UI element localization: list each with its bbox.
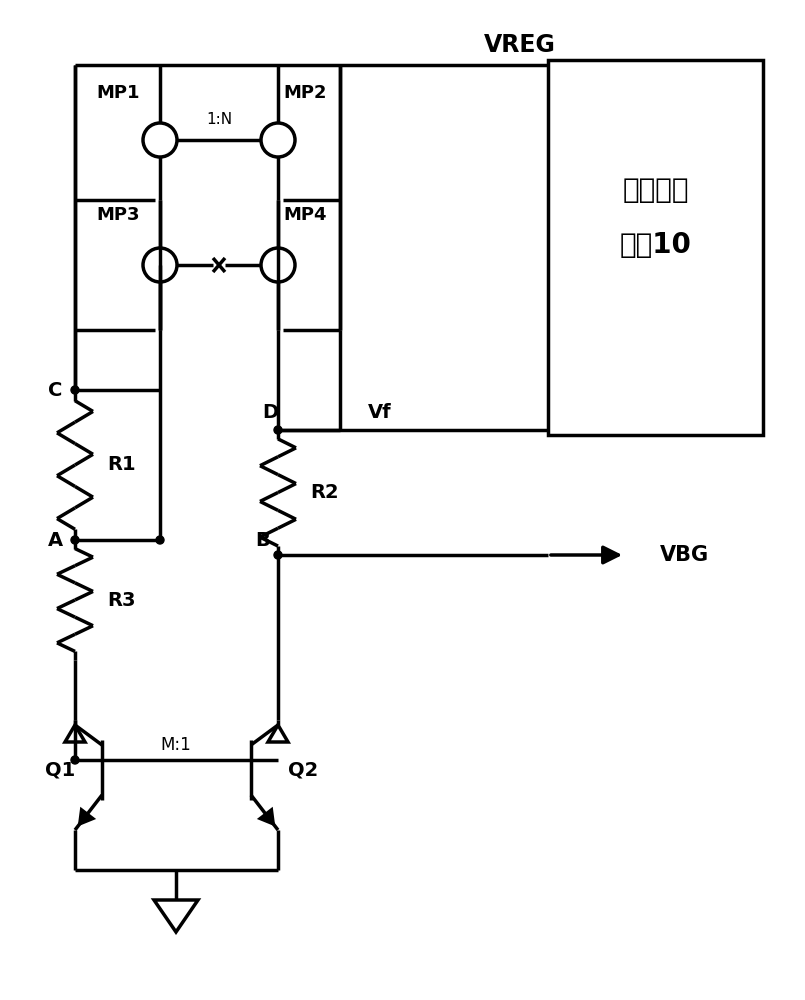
Text: R1: R1 [107, 456, 135, 475]
Text: 1:N: 1:N [206, 112, 232, 127]
Circle shape [274, 426, 282, 434]
Text: Q1: Q1 [45, 760, 75, 780]
Circle shape [71, 386, 79, 394]
Text: Q2: Q2 [288, 760, 318, 780]
Polygon shape [80, 810, 93, 824]
Text: 电路10: 电路10 [620, 231, 692, 259]
Text: A: A [47, 530, 63, 550]
Circle shape [71, 756, 79, 764]
Circle shape [156, 536, 164, 544]
Polygon shape [260, 810, 273, 824]
Bar [548, 60, 763, 435]
Text: C: C [47, 380, 62, 399]
Text: M:1: M:1 [161, 736, 192, 754]
Text: MP4: MP4 [283, 206, 327, 224]
Text: MP2: MP2 [283, 84, 327, 102]
Circle shape [71, 536, 79, 544]
Text: R3: R3 [107, 590, 135, 609]
Text: Vf: Vf [368, 402, 391, 422]
Text: MP1: MP1 [97, 84, 140, 102]
Text: MP3: MP3 [97, 206, 140, 224]
Text: R2: R2 [310, 483, 339, 502]
Text: VREG: VREG [484, 33, 556, 57]
Text: 电压反馈: 电压反馈 [623, 176, 689, 204]
Text: B: B [256, 530, 270, 550]
Text: VBG: VBG [660, 545, 709, 565]
Text: D: D [262, 402, 278, 422]
Circle shape [274, 551, 282, 559]
